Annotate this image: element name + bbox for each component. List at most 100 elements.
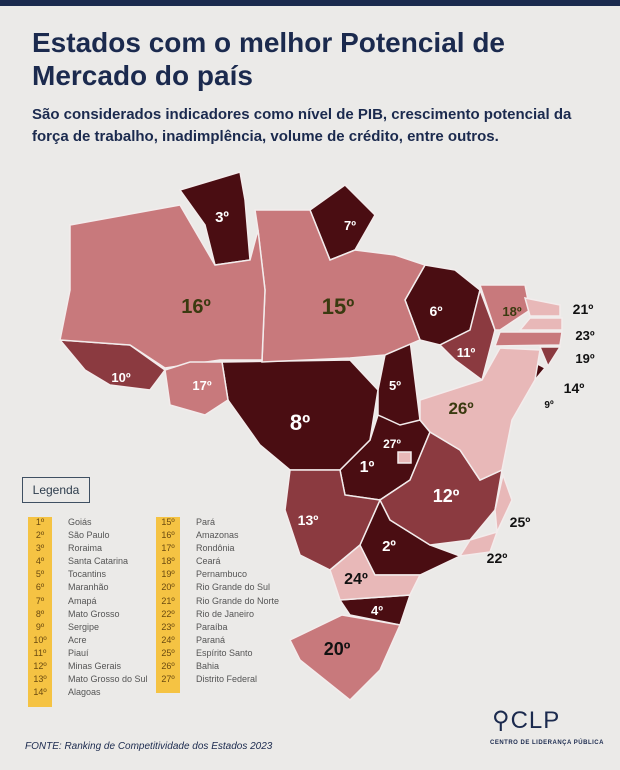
legend-rank: 14º	[33, 687, 47, 698]
legend-rank: 12º	[33, 661, 47, 672]
state-rank-label: 26º	[448, 399, 473, 418]
legend-rank: 26º	[161, 661, 175, 672]
state-rank-label: 24º	[344, 571, 368, 588]
state-rank-label: 19º	[575, 351, 594, 366]
legend-state: Rio Grande do Sul	[196, 582, 271, 593]
legend-state: Pará	[196, 517, 216, 527]
state-bahia	[419, 347, 541, 481]
legend-item: 16º Amazonas	[156, 530, 279, 543]
state-rank-label: 8º	[290, 410, 310, 435]
legend-state: Rio de Janeiro	[196, 608, 255, 619]
legend-rank: 24º	[161, 634, 175, 645]
legend-rank: 20º	[161, 582, 175, 593]
legend-rank: 5º	[35, 569, 45, 580]
logo-tagline: CENTRO DE LIDERANÇA PÚBLICA	[490, 740, 604, 746]
legend-item: 19º Pernambuco	[156, 569, 279, 582]
legend-state: Minas Gerais	[68, 661, 122, 672]
legend-rank: 18º	[161, 556, 175, 567]
state-rank-label: 7º	[344, 218, 356, 233]
legend-item: 18º Ceará	[156, 556, 279, 569]
legend-state: Bahia	[196, 661, 220, 672]
legend-state: Pernambuco	[196, 569, 248, 580]
legend-state: Paraíba	[196, 621, 228, 632]
legend-item: 27º Distrito Federal	[156, 674, 279, 687]
state-rank-label: 2º	[382, 538, 396, 555]
legend-item: 21º Rio Grande do Norte	[156, 596, 279, 609]
state-rank-label: 27º	[383, 437, 401, 451]
state-rank-label: 15º	[322, 294, 355, 319]
legend-rank: 8º	[35, 608, 45, 619]
state-rank-label: 4º	[371, 603, 383, 618]
state-alagoas	[538, 346, 562, 368]
state-rank-label: 6º	[430, 303, 443, 319]
legend-rank: 7º	[35, 595, 45, 606]
state-rank-label: 12º	[433, 486, 460, 506]
legend-rank: 13º	[33, 674, 47, 685]
legend-rank: 11º	[33, 647, 47, 658]
legend-state: Acre	[68, 634, 87, 645]
source-note: FONTE: Ranking de Competitividade dos Es…	[25, 741, 273, 752]
legend-rank: 27º	[161, 674, 175, 685]
legend-state: Alagoas	[68, 687, 101, 698]
legend-item: 22º Rio de Janeiro	[156, 609, 279, 622]
legend-state: Goiás	[68, 517, 92, 527]
legend-item: 2º São Paulo	[28, 530, 148, 543]
legend-rank: 25º	[161, 647, 175, 658]
legend-item: 4º Santa Catarina	[28, 556, 148, 569]
state-rank-label: 3º	[215, 209, 229, 226]
legend-state: Maranhão	[68, 582, 109, 593]
legend-state: Roraima	[68, 543, 103, 554]
state-rank-label: 17º	[192, 378, 211, 393]
state-rank-label: 25º	[510, 514, 531, 530]
legend-item: 3º Roraima	[28, 543, 148, 556]
legend-item: 8º Mato Grosso	[28, 609, 148, 622]
legend-rank: 23º	[161, 621, 175, 632]
state-distrito-federal	[397, 451, 412, 464]
state-rank-label: 22º	[487, 550, 508, 566]
legend-rank: 3º	[35, 543, 45, 554]
legend-column-1: 1º Goiás 2º São Paulo 3º Roraima 4º Santa Catar…	[28, 517, 148, 707]
legend-item: 9º Sergipe	[28, 622, 148, 635]
legend-rank: 9º	[35, 621, 45, 632]
legend-state: Sergipe	[68, 621, 100, 632]
clp-logo: ⚲CLP	[492, 707, 561, 734]
legend-state: Amapá	[68, 595, 97, 606]
legend-state: Mato Grosso	[68, 608, 120, 619]
legend-item: 12º Minas Gerais	[28, 661, 148, 674]
legend-item: 10º Acre	[28, 635, 148, 648]
legend-state: Piauí	[68, 647, 89, 658]
legend-rank: 21º	[161, 595, 175, 606]
legend-rank: 1º	[35, 517, 45, 527]
page-title: Estados com o melhor Potencial de Mercad…	[32, 27, 506, 91]
legend-item: 7º Amapá	[28, 596, 148, 609]
state-rank-label: 5º	[389, 378, 401, 393]
legend-item: 6º Maranhão	[28, 582, 148, 595]
state-ceara	[478, 284, 531, 331]
state-amazonas	[59, 204, 266, 369]
state-rondonia	[164, 361, 229, 416]
state-rank-label: 14º	[564, 380, 585, 396]
legend-rank: 15º	[161, 517, 175, 527]
state-rank-label: 18º	[502, 304, 521, 319]
legend-rank: 22º	[161, 608, 175, 619]
legend-state: Amazonas	[196, 530, 239, 541]
state-rank-label: 1º	[360, 459, 375, 476]
legend-state: Paraná	[196, 634, 226, 645]
legend-state: Santa Catarina	[68, 556, 129, 567]
legend-item: 1º Goiás	[28, 517, 148, 530]
state-rank-label: 21º	[573, 301, 594, 317]
state-paraiba	[518, 317, 563, 331]
state-pernambuco	[493, 331, 563, 347]
state-para	[254, 209, 427, 363]
legend-item: 23º Paraíba	[156, 622, 279, 635]
state-rank-label: 9º	[544, 400, 554, 411]
legend-item: 20º Rio Grande do Sul	[156, 582, 279, 595]
legend-item: 24º Paraná	[156, 635, 279, 648]
state-espirito-santo	[494, 472, 513, 535]
state-rio-grande-do-norte	[523, 297, 561, 317]
legend-item: 5º Tocantins	[28, 569, 148, 582]
legend-state: São Paulo	[68, 530, 110, 541]
legend-column-2: 15º Pará 16º Amazonas 17º Rondônia 18º Ceará 19º…	[156, 517, 279, 693]
